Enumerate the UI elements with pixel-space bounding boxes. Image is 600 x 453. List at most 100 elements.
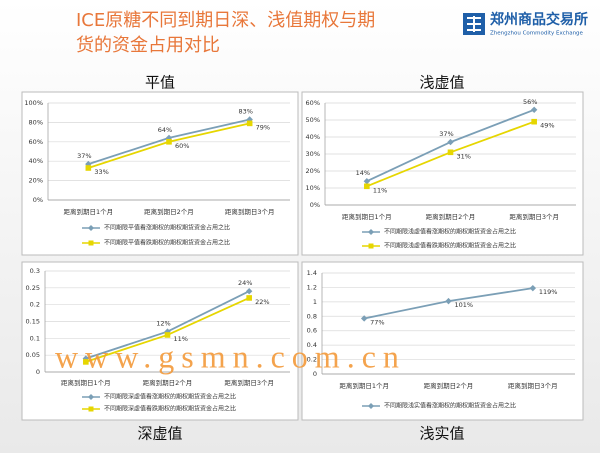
data-label: 37%: [439, 130, 453, 138]
point: [447, 138, 454, 146]
legend-marker: [368, 243, 374, 249]
point: [363, 178, 371, 185]
y-tick-label: 1.4: [307, 269, 317, 277]
data-label: 56%: [523, 98, 537, 106]
legend-label: 不同期限深虚值看跌期权的期权期货资金占用之比: [104, 405, 236, 413]
data-label: 33%: [94, 168, 108, 176]
x-tick-label: 距离到期日1个月: [342, 212, 392, 221]
chart-title: 浅实值: [419, 425, 464, 443]
x-tick-label: 距离到期日2个月: [144, 207, 194, 216]
data-label: 24%: [238, 279, 252, 287]
data-label: 22%: [255, 298, 269, 306]
data-label: 101%: [455, 301, 474, 309]
legend-label: 不同期限深虚值看涨期权的期权期货资金占用之比: [104, 393, 236, 401]
data-label: 12%: [156, 320, 170, 328]
point: [246, 120, 253, 127]
point: [245, 288, 253, 295]
y-tick-label: 60%: [306, 99, 320, 107]
x-tick-label: 距离到期日2个月: [426, 212, 476, 221]
data-label: 60%: [175, 142, 189, 150]
x-tick-label: 距离到期日3个月: [508, 381, 558, 390]
title-line: ICE原糖不同到期日深、浅值期权与期: [76, 10, 375, 31]
chart-title: 浅虚值: [419, 74, 464, 92]
point: [531, 118, 537, 125]
data-label: 79%: [256, 123, 270, 131]
logo-name: 郑州商品交易所: [490, 11, 588, 28]
y-tick-label: 0.8: [307, 312, 317, 320]
x-tick-label: 距离到期日3个月: [225, 207, 275, 216]
y-tick-label: 0.1: [30, 334, 40, 342]
point: [364, 183, 370, 190]
y-tick-label: 0.4: [307, 341, 317, 349]
y-tick-label: 0: [313, 370, 317, 378]
watermark: www.gsmn.com.cn: [55, 338, 406, 374]
y-tick-label: 10%: [306, 184, 320, 192]
y-tick-label: 60%: [29, 138, 43, 146]
title-line: 货的资金占用对比: [76, 35, 220, 56]
point: [85, 165, 92, 171]
point: [445, 297, 452, 305]
y-tick-label: 0.2: [30, 301, 40, 309]
legend-marker: [88, 406, 94, 412]
point: [360, 315, 368, 322]
y-tick-label: 1.2: [307, 283, 317, 291]
data-label: 64%: [158, 126, 172, 134]
logo-subtitle: Zhengzhou Commodity Exchange: [490, 31, 584, 37]
chart-box: [21, 261, 299, 421]
y-tick-label: 0.6: [307, 327, 317, 335]
point: [447, 149, 454, 156]
data-label: 14%: [356, 169, 370, 177]
y-tick-label: 40%: [306, 133, 320, 141]
legend-label: 不同期限平值看涨期权的期权期货资金占用之比: [104, 224, 230, 232]
legend-label: 不同期限平值看跌期权的期权期货资金占用之比: [104, 239, 230, 247]
legend-marker: [88, 240, 94, 246]
point: [246, 295, 252, 301]
y-tick-label: 80%: [29, 118, 43, 126]
y-tick-label: 0.3: [30, 267, 40, 275]
x-tick-label: 距离到期日1个月: [64, 207, 114, 216]
x-tick-label: 距离到期日1个月: [339, 381, 389, 390]
data-label: 119%: [539, 288, 558, 296]
data-label: 31%: [457, 152, 471, 160]
y-tick-label: 30%: [306, 150, 320, 158]
x-tick-label: 距离到期日2个月: [143, 378, 193, 387]
data-label: 77%: [370, 318, 384, 326]
x-tick-label: 距离到期日3个月: [224, 378, 274, 387]
y-tick-label: 0.25: [26, 284, 40, 292]
y-tick-label: 0: [36, 368, 40, 376]
legend-marker: [368, 229, 374, 235]
y-tick-label: 0%: [33, 196, 43, 204]
legend-marker: [368, 403, 374, 409]
chart-title: 深虚值: [137, 425, 182, 443]
x-tick-label: 距离到期日3个月: [509, 212, 559, 221]
legend-label: 不同期限浅虚值看涨期权的期权期货资金占用之比: [384, 228, 516, 236]
data-label: 49%: [540, 122, 554, 130]
data-label: 83%: [238, 107, 252, 115]
x-tick-label: 距离到期日2个月: [424, 381, 474, 390]
y-tick-label: 0.05: [26, 351, 40, 359]
y-tick-label: 0%: [310, 201, 320, 209]
logo-glyph: [467, 16, 481, 32]
legend-marker: [88, 394, 94, 400]
y-tick-label: 0.15: [26, 318, 40, 326]
point: [530, 106, 538, 113]
y-tick-label: 20%: [306, 167, 320, 175]
point: [83, 359, 89, 365]
data-label: 11%: [373, 186, 387, 194]
data-label: 37%: [77, 152, 91, 160]
data-label: 11%: [174, 335, 188, 343]
legend-label: 不同期限浅虚值看跌期权的期权期货资金占用之比: [384, 242, 516, 250]
y-tick-label: 1: [313, 298, 317, 306]
y-tick-label: 100%: [24, 99, 43, 107]
point: [164, 332, 171, 338]
legend-label: 不同期限浅实值看涨期权的期权期货资金占用之比: [384, 402, 516, 410]
point: [529, 284, 537, 292]
chart-box: [301, 261, 584, 421]
x-tick-label: 距离到期日1个月: [61, 378, 111, 387]
y-tick-label: 0.2: [307, 356, 317, 364]
legend-marker: [88, 225, 94, 231]
y-tick-label: 40%: [29, 157, 43, 165]
chart-title: 平值: [145, 74, 175, 92]
